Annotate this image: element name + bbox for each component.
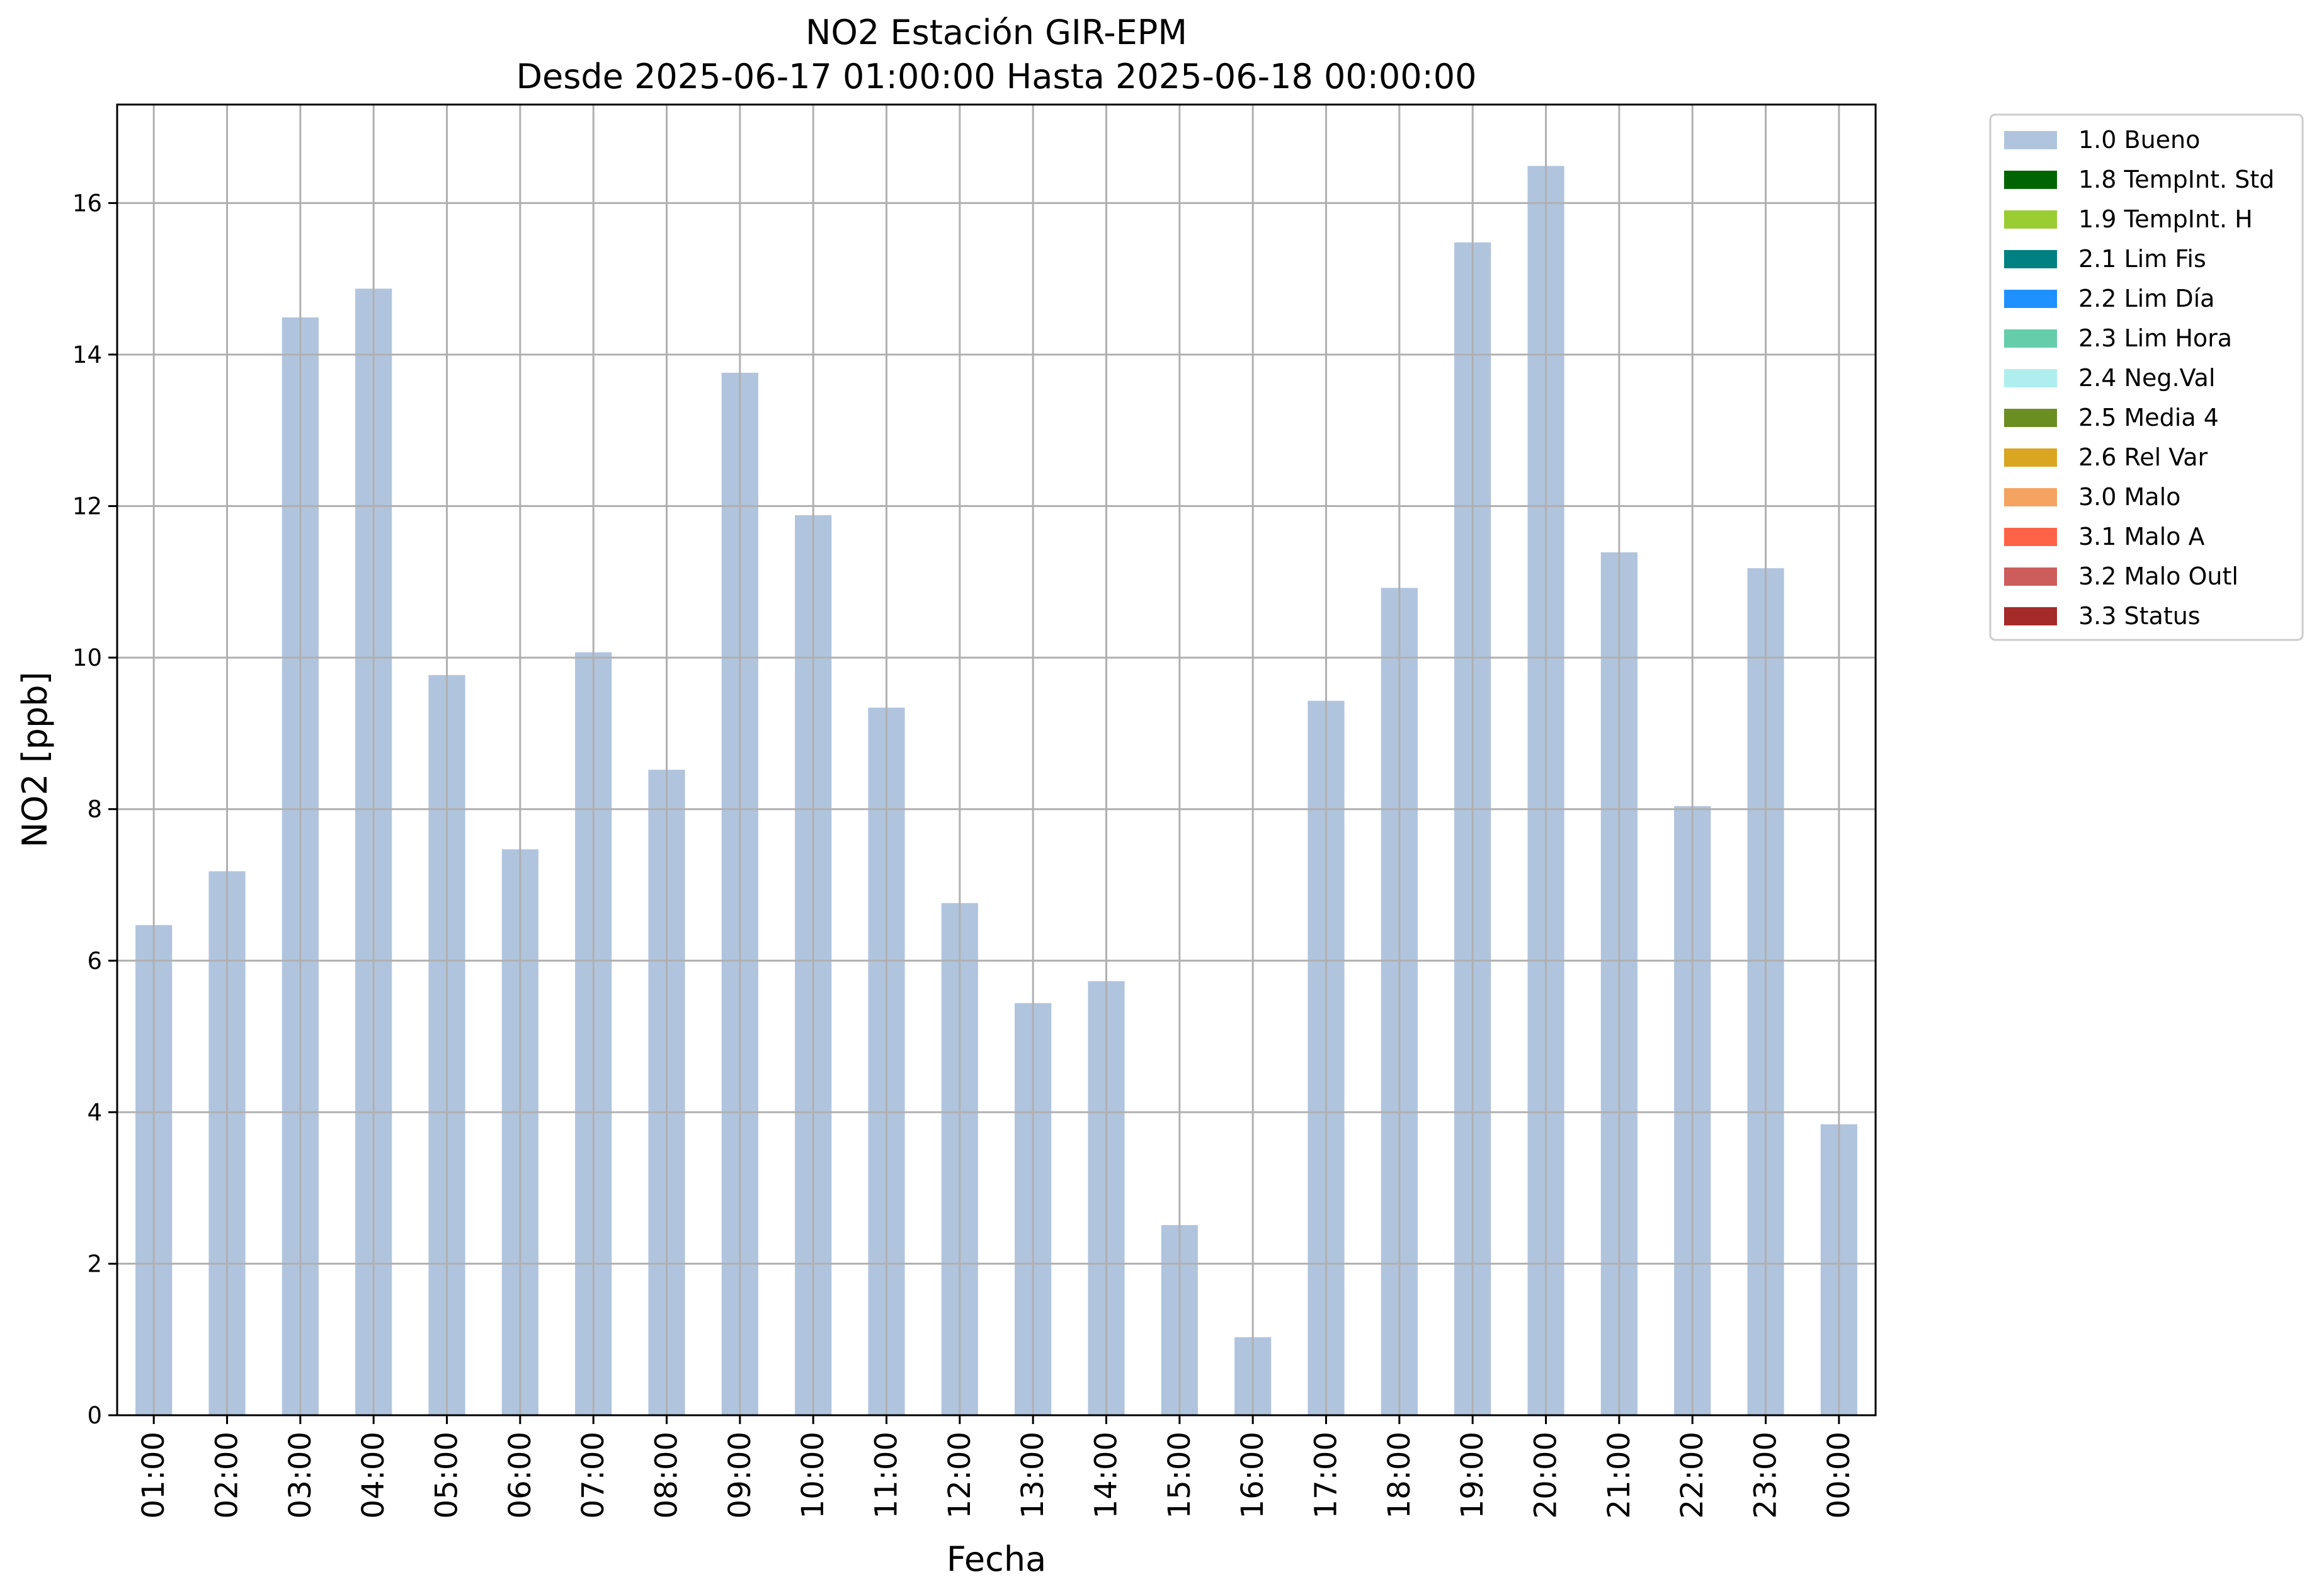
legend-swatch xyxy=(2004,250,2057,268)
legend-label: 3.0 Malo xyxy=(2078,483,2180,511)
x-tick-label: 20:00 xyxy=(1529,1432,1564,1519)
x-tick-label: 09:00 xyxy=(722,1432,758,1519)
legend-label: 2.2 Lim Día xyxy=(2078,285,2214,312)
x-tick-label: 21:00 xyxy=(1602,1432,1637,1519)
y-tick-label: 12 xyxy=(72,493,102,520)
x-tick-label: 22:00 xyxy=(1675,1432,1710,1519)
legend: 1.0 Bueno 1.8 TempInt. Std 1.9 TempInt. H 2… xyxy=(1989,113,2304,641)
x-tick-label: 18:00 xyxy=(1382,1432,1417,1519)
legend-label: 2.4 Neg.Val xyxy=(2078,364,2215,392)
plot-area-frame xyxy=(116,103,1877,1416)
chart-subtitle: Desde 2025-06-17 01:00:00 Hasta 2025-06-… xyxy=(516,57,1476,96)
legend-swatch xyxy=(2004,607,2057,625)
x-tick-label: 08:00 xyxy=(649,1432,685,1519)
x-axis-ticks: 01:00 02:00 03:00 04:00 05:00 06:00 07:00 08:00… xyxy=(136,1415,1857,1519)
legend-swatch xyxy=(2004,210,2057,229)
legend-swatch xyxy=(2004,171,2057,189)
x-tick-label: 11:00 xyxy=(869,1432,904,1519)
y-axis-ticks: 0 2 4 6 8 10 12 14 16 xyxy=(72,190,117,1429)
y-tick-label: 2 xyxy=(87,1250,102,1277)
legend-label: 2.6 Rel Var xyxy=(2078,443,2208,471)
x-tick-label: 04:00 xyxy=(356,1432,391,1519)
x-tick-label: 01:00 xyxy=(136,1432,171,1519)
x-tick-label: 23:00 xyxy=(1748,1432,1784,1519)
y-axis-label: NO2 [ppb] xyxy=(15,671,55,847)
legend-swatch xyxy=(2004,488,2057,506)
legend-label: 2.5 Media 4 xyxy=(2078,404,2219,431)
x-tick-label: 05:00 xyxy=(430,1432,465,1519)
y-tick-label: 0 xyxy=(87,1402,102,1429)
legend-frame xyxy=(1989,113,2304,641)
legend-swatch xyxy=(2004,290,2057,308)
legend-label: 3.2 Malo Outl xyxy=(2078,562,2238,590)
x-tick-label: 17:00 xyxy=(1309,1432,1344,1519)
legend-label: 2.3 Lim Hora xyxy=(2078,324,2232,352)
x-tick-label: 07:00 xyxy=(576,1432,611,1519)
legend-swatch xyxy=(2004,409,2057,427)
y-tick-label: 10 xyxy=(72,644,102,671)
legend-swatch xyxy=(2004,131,2057,149)
x-tick-label: 00:00 xyxy=(1821,1432,1857,1519)
x-tick-label: 12:00 xyxy=(942,1432,977,1519)
grid xyxy=(117,105,1876,1416)
legend-swatch xyxy=(2004,528,2057,546)
x-tick-label: 02:00 xyxy=(210,1432,245,1519)
y-tick-label: 14 xyxy=(72,341,102,368)
legend-label: 3.1 Malo A xyxy=(2078,523,2204,550)
y-tick-label: 16 xyxy=(72,190,102,217)
x-tick-label: 19:00 xyxy=(1455,1432,1490,1519)
y-tick-label: 6 xyxy=(87,947,102,974)
x-tick-label: 03:00 xyxy=(283,1432,318,1519)
x-tick-label: 16:00 xyxy=(1235,1432,1270,1519)
legend-swatch xyxy=(2004,448,2057,467)
legend-swatch xyxy=(2004,329,2057,348)
legend-label: 1.8 TempInt. Std xyxy=(2078,166,2274,193)
legend-label: 1.0 Bueno xyxy=(2078,126,2200,154)
y-tick-label: 8 xyxy=(87,796,102,823)
x-tick-label: 10:00 xyxy=(795,1432,831,1519)
x-tick-label: 13:00 xyxy=(1015,1432,1051,1519)
legend-label: 2.1 Lim Fis xyxy=(2078,245,2206,273)
x-tick-label: 06:00 xyxy=(503,1432,538,1519)
legend-label: 3.3 Status xyxy=(2078,602,2201,630)
chart-title: NO2 Estación GIR-EPM xyxy=(806,13,1187,52)
y-tick-label: 4 xyxy=(87,1099,102,1126)
legend-swatch xyxy=(2004,369,2057,387)
x-tick-label: 14:00 xyxy=(1089,1432,1124,1519)
legend-swatch xyxy=(2004,567,2057,586)
x-axis-label: Fecha xyxy=(947,1539,1046,1579)
legend-label: 1.9 TempInt. H xyxy=(2078,205,2253,233)
x-tick-label: 15:00 xyxy=(1162,1432,1197,1519)
